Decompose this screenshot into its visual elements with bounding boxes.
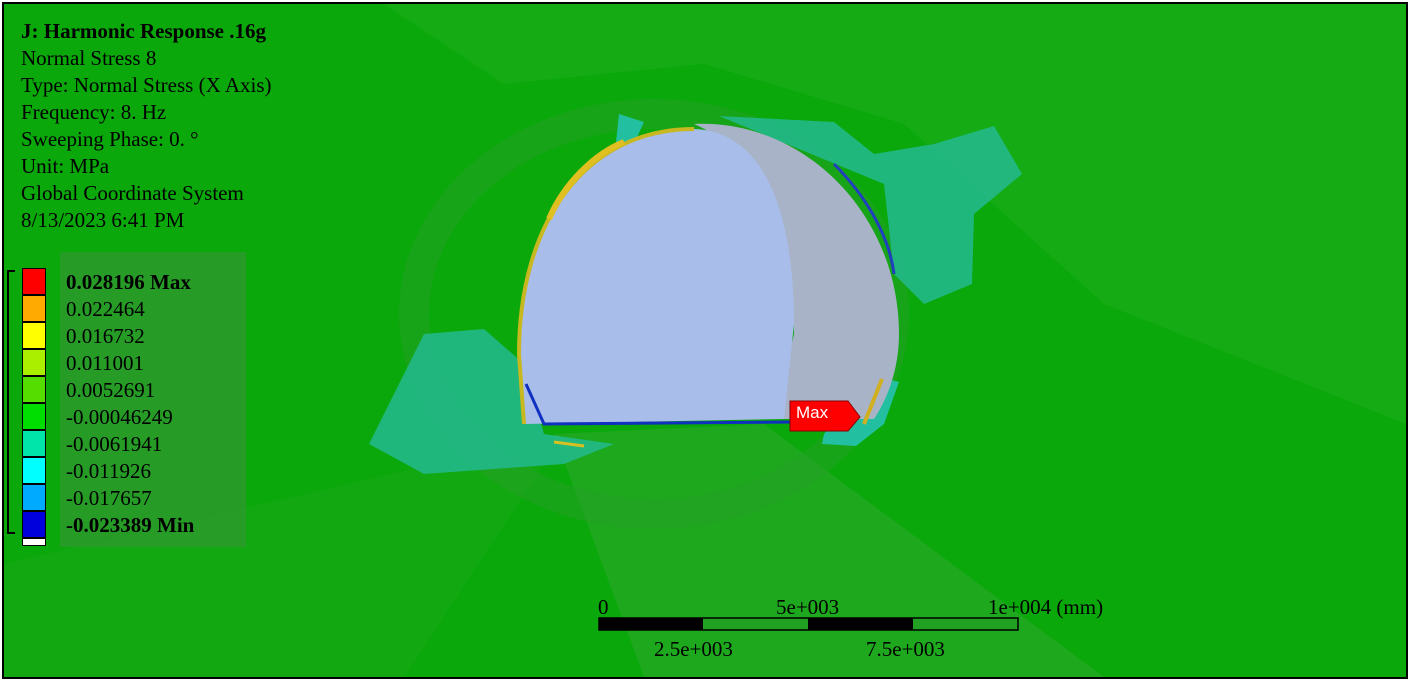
result-phase: Sweeping Phase: 0. ° [21,127,199,151]
result-title: J: Harmonic Response .16g [21,19,266,43]
legend-swatch [22,484,46,511]
max-probe-label[interactable]: Max [788,399,868,440]
legend-swatch [22,322,46,349]
legend-label: -0.023389 Min [66,513,195,537]
legend-swatch [22,295,46,322]
legend-label: 0.022464 [66,297,145,321]
legend-label: -0.017657 [66,486,152,510]
result-info-panel: J: Harmonic Response .16g Normal Stress … [21,18,272,234]
scale-label-7-5e3: 7.5e+003 [866,637,945,661]
result-name: Normal Stress 8 [21,46,157,70]
result-frequency: Frequency: 8. Hz [21,100,167,124]
scale-label-1e4: 1e+004 (mm) [988,595,1104,619]
model-view[interactable] [4,4,1406,677]
max-probe-text: Max [796,403,829,422]
legend-swatch [22,403,46,430]
legend-label: 0.016732 [66,324,145,348]
legend-swatch [22,511,46,538]
legend-swatch [22,376,46,403]
legend-label: 0.028196 Max [66,270,191,294]
legend-swatch [22,268,46,295]
tunnel-face [519,129,794,424]
max-flag-shape [789,400,861,432]
legend-swatch [22,430,46,457]
legend-bracket[interactable] [7,270,15,534]
result-unit: Unit: MPa [21,154,110,178]
scale-label-2-5e3: 2.5e+003 [654,637,733,661]
scale-bar-graphic [598,617,1019,631]
legend-label: -0.0061941 [66,432,163,456]
stress-region-left [369,329,614,474]
legend-swatch-bottom [22,538,46,546]
legend-label: 0.0052691 [66,378,156,402]
legend-label: -0.00046249 [66,405,173,429]
legend-swatch [22,457,46,484]
result-coordinate-system: Global Coordinate System [21,181,244,205]
legend-background [60,252,246,547]
legend-label: -0.011926 [66,459,151,483]
stress-region-right [719,116,1022,304]
result-type: Type: Normal Stress (X Axis) [21,73,272,97]
scale-label-5e3: 5e+003 [776,595,840,619]
scale-label-0: 0 [598,595,609,619]
legend-label: 0.011001 [66,351,144,375]
result-timestamp: 8/13/2023 6:41 PM [21,208,185,232]
legend-swatch [22,349,46,376]
tunnel-lining [694,123,899,419]
